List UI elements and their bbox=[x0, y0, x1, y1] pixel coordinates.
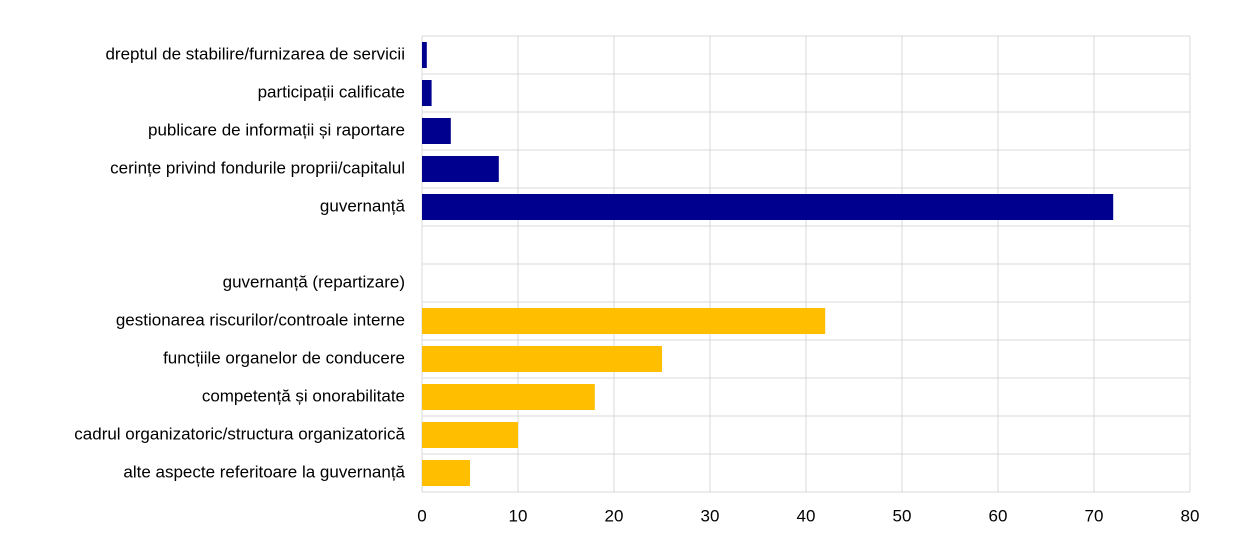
y-tick-label: guvernanță bbox=[320, 196, 406, 215]
bar bbox=[422, 460, 470, 486]
bar bbox=[422, 80, 432, 106]
x-tick-label: 30 bbox=[701, 506, 720, 525]
x-tick-label: 0 bbox=[417, 506, 426, 525]
y-tick-label: dreptul de stabilire/furnizarea de servi… bbox=[105, 44, 405, 63]
x-tick-label: 10 bbox=[509, 506, 528, 525]
y-tick-label: competență și onorabilitate bbox=[202, 386, 405, 405]
bar bbox=[422, 384, 595, 410]
y-tick-label: cadrul organizatoric/structura organizat… bbox=[74, 424, 405, 443]
bar bbox=[422, 156, 499, 182]
x-tick-label: 70 bbox=[1085, 506, 1104, 525]
x-tick-label: 50 bbox=[893, 506, 912, 525]
bar bbox=[422, 118, 451, 144]
x-tick-label: 20 bbox=[605, 506, 624, 525]
bar bbox=[422, 42, 427, 68]
x-tick-label: 60 bbox=[989, 506, 1008, 525]
bar bbox=[422, 422, 518, 448]
y-tick-label: funcțiile organelor de conducere bbox=[163, 348, 405, 367]
bar bbox=[422, 346, 662, 372]
y-tick-label: gestionarea riscurilor/controale interne bbox=[116, 310, 405, 329]
y-tick-label: guvernanță (repartizare) bbox=[223, 272, 405, 291]
y-tick-label: publicare de informații și raportare bbox=[148, 120, 405, 139]
bar bbox=[422, 194, 1114, 220]
bar bbox=[422, 308, 826, 334]
x-tick-label: 80 bbox=[1181, 506, 1200, 525]
y-tick-label: cerințe privind fondurile proprii/capita… bbox=[110, 158, 405, 177]
x-tick-label: 40 bbox=[797, 506, 816, 525]
y-tick-label: participații calificate bbox=[258, 82, 405, 101]
y-tick-label: alte aspecte referitoare la guvernanță bbox=[123, 462, 405, 481]
